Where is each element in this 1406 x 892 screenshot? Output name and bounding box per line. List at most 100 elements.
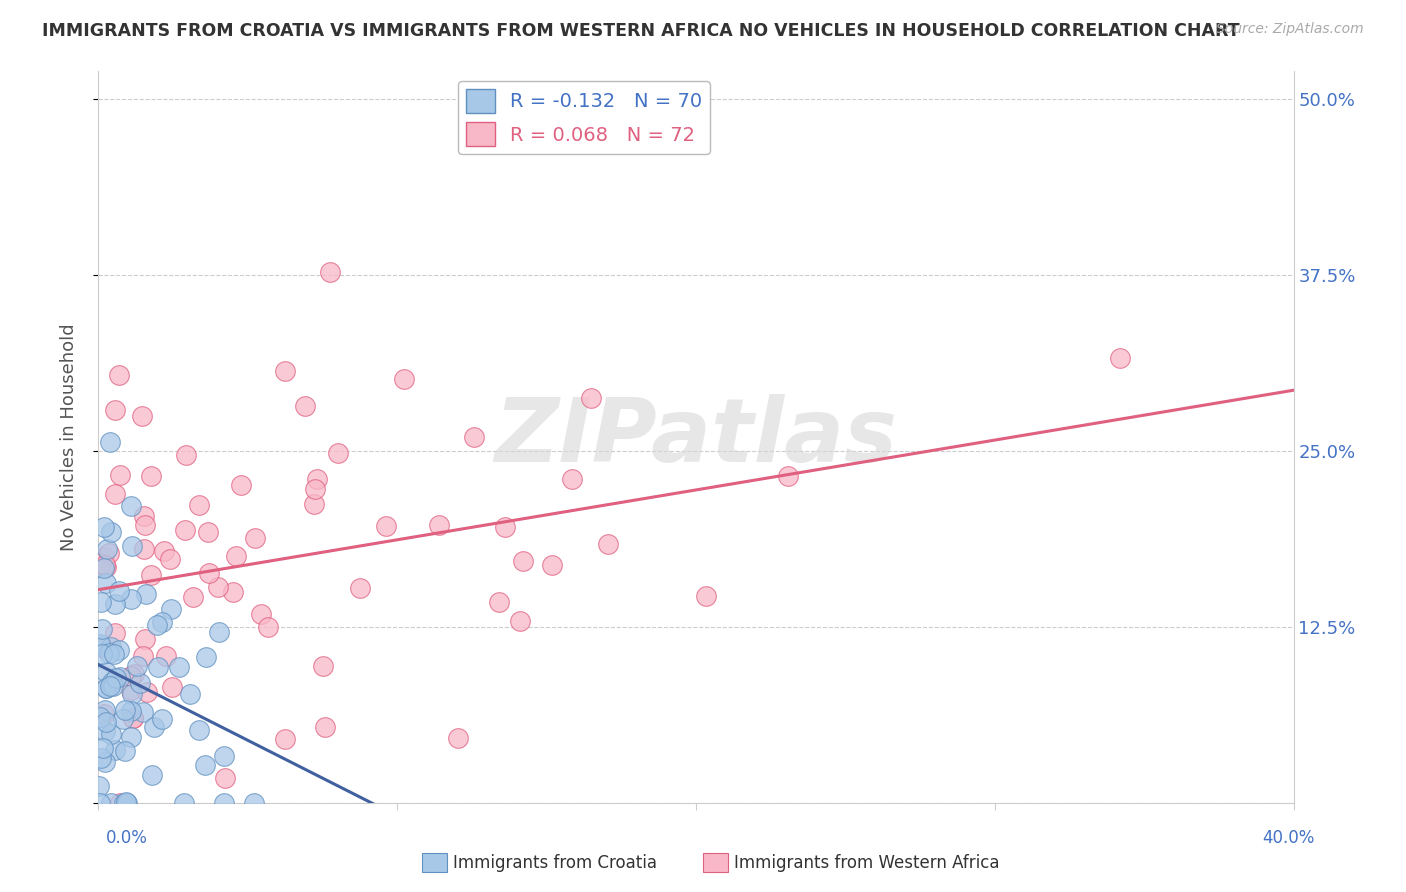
Point (108, 796, 131, 810)
Point (93, 561, 115, 575)
Point (256, 619, 278, 633)
Point (183, 591, 205, 605)
Point (136, 685, 159, 699)
Point (120, 682, 142, 697)
Point (114, 703, 136, 717)
Point (115, 795, 138, 809)
Point (94, 714, 117, 729)
Point (167, 660, 190, 674)
Text: ZIPatlas: ZIPatlas (495, 393, 897, 481)
Point (598, 537, 620, 551)
Point (114, 743, 136, 757)
Point (120, 704, 142, 718)
Point (179, 687, 201, 701)
Point (141, 768, 163, 782)
Point (145, 618, 167, 632)
Point (243, 531, 266, 545)
Point (214, 771, 236, 785)
Point (194, 758, 217, 772)
Point (249, 607, 271, 622)
Point (98, 679, 121, 693)
Point (100, 640, 122, 655)
Point (93, 550, 115, 565)
Point (101, 679, 124, 693)
Point (273, 363, 295, 377)
Point (94, 559, 117, 574)
Point (104, 403, 127, 417)
Point (160, 680, 183, 694)
Point (98, 546, 121, 560)
Point (131, 409, 153, 423)
Point (124, 667, 146, 681)
Point (96, 665, 118, 679)
Point (120, 591, 142, 606)
Point (120, 669, 142, 683)
Point (229, 478, 252, 492)
Point (318, 265, 340, 279)
Point (198, 566, 221, 580)
Point (90, 556, 112, 570)
Point (100, 727, 122, 741)
Point (132, 648, 155, 663)
Point (225, 549, 247, 563)
Point (122, 711, 145, 725)
Point (120, 730, 142, 744)
Point (173, 796, 195, 810)
Point (134, 632, 156, 647)
Point (208, 624, 231, 639)
Point (304, 497, 326, 511)
Legend: R = -0.132   N = 70, R = 0.068   N = 72: R = -0.132 N = 70, R = 0.068 N = 72 (458, 81, 710, 153)
Point (100, 525, 122, 540)
Point (89, 779, 111, 793)
Text: Immigrants from Croatia: Immigrants from Croatia (453, 854, 657, 871)
Point (243, 796, 266, 810)
Text: 40.0%: 40.0% (1263, 829, 1315, 847)
Point (94, 575, 117, 590)
Point (121, 539, 143, 553)
Point (89, 637, 111, 651)
Point (488, 595, 510, 609)
Point (561, 472, 583, 486)
Point (447, 731, 470, 745)
Point (695, 590, 717, 604)
Point (312, 659, 335, 673)
Point (134, 541, 156, 556)
Point (96, 681, 118, 695)
Point (579, 391, 602, 405)
Point (111, 712, 134, 726)
Point (104, 597, 127, 611)
Point (100, 796, 122, 810)
Point (90, 595, 112, 609)
Point (107, 643, 129, 657)
Point (96, 541, 118, 556)
Point (89, 710, 111, 724)
Point (104, 743, 127, 757)
Point (98, 646, 121, 660)
Point (108, 583, 131, 598)
Point (541, 558, 564, 573)
Point (110, 670, 132, 684)
Point (305, 472, 328, 486)
Point (152, 615, 174, 629)
Point (90, 647, 112, 661)
Point (115, 796, 138, 810)
Point (94, 558, 117, 572)
Text: IMMIGRANTS FROM CROATIA VS IMMIGRANTS FROM WESTERN AFRICA NO VEHICLES IN HOUSEHO: IMMIGRANTS FROM CROATIA VS IMMIGRANTS FR… (42, 22, 1240, 40)
Point (155, 649, 177, 664)
Point (90, 640, 112, 654)
Point (349, 582, 371, 596)
Point (375, 518, 398, 533)
Point (107, 368, 129, 383)
Point (94, 681, 117, 695)
Point (314, 720, 336, 734)
Point (104, 487, 127, 501)
Point (89, 796, 111, 810)
Point (108, 467, 131, 482)
Point (90, 751, 112, 765)
Text: 0.0%: 0.0% (105, 829, 148, 847)
Point (120, 499, 142, 513)
Point (146, 660, 169, 674)
Point (188, 723, 211, 737)
Point (91, 622, 114, 636)
Point (174, 523, 197, 537)
